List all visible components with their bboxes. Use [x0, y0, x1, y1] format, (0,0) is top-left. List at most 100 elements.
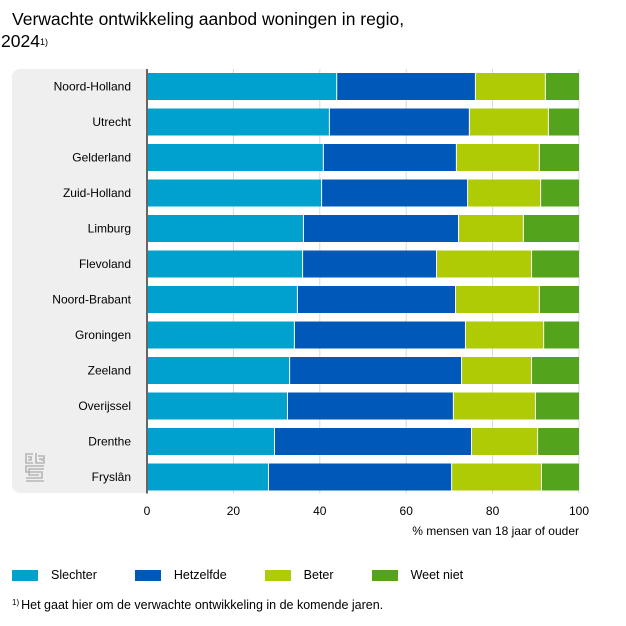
bar-segment-slechter[interactable]: [147, 250, 303, 278]
category-label: Flevoland: [79, 257, 131, 271]
bar-row: [147, 179, 579, 207]
bar-segment-slechter[interactable]: [147, 463, 268, 491]
bar-segment-weet-niet[interactable]: [532, 250, 579, 278]
bar-segment-hetzelfde[interactable]: [268, 463, 452, 491]
category-label: Gelderland: [72, 151, 131, 165]
bar-segment-hetzelfde[interactable]: [290, 357, 462, 384]
bar-segment-weet-niet[interactable]: [535, 392, 579, 420]
legend: Slechter Hetzelfde Beter Weet niet: [12, 568, 463, 582]
bar-segment-hetzelfde[interactable]: [294, 321, 465, 349]
bar-segment-slechter[interactable]: [147, 392, 287, 420]
bar-segment-hetzelfde[interactable]: [322, 179, 468, 207]
bars: [147, 73, 579, 491]
bar-segment-beter[interactable]: [437, 250, 532, 278]
bar-segment-weet-niet[interactable]: [541, 463, 579, 491]
legend-swatch-beter: [264, 569, 291, 581]
legend-swatch-weet-niet: [371, 569, 398, 581]
bar-segment-hetzelfde[interactable]: [275, 428, 471, 455]
legend-swatch-slechter: [12, 569, 38, 581]
bar-segment-weet-niet[interactable]: [539, 144, 579, 171]
category-label: Groningen: [75, 328, 131, 342]
legend-label: Slechter: [51, 568, 97, 582]
x-tick-label: 0: [144, 504, 151, 518]
bar-segment-beter[interactable]: [465, 321, 544, 349]
category-label: Limburg: [88, 222, 131, 236]
bar-segment-slechter[interactable]: [147, 428, 275, 455]
x-tick-label: 100: [569, 504, 589, 518]
legend-item-weet-niet[interactable]: Weet niet: [371, 568, 464, 582]
x-tick-label: 40: [313, 504, 327, 518]
bar-segment-slechter[interactable]: [147, 286, 297, 313]
bar-segment-hetzelfde[interactable]: [337, 73, 475, 100]
cbs-logo-icon: [25, 453, 45, 482]
bar-segment-weet-niet[interactable]: [544, 321, 579, 349]
x-axis-title: % mensen van 18 jaar of ouder: [412, 524, 579, 538]
bar-row: [147, 215, 579, 242]
footnote-text: Het gaat hier om de verwachte ontwikkeli…: [21, 598, 384, 612]
bar-row: [147, 392, 579, 420]
bar-segment-beter[interactable]: [452, 463, 541, 491]
bar-segment-beter[interactable]: [469, 108, 548, 136]
bar-segment-hetzelfde[interactable]: [297, 286, 456, 313]
bar-segment-weet-niet[interactable]: [539, 286, 579, 313]
bar-segment-beter[interactable]: [456, 144, 539, 171]
bar-row: [147, 286, 579, 313]
bar-row: [147, 463, 579, 491]
bar-segment-hetzelfde[interactable]: [303, 215, 459, 242]
legend-label: Hetzelfde: [173, 568, 227, 582]
bar-segment-weet-niet[interactable]: [548, 108, 579, 136]
bar-segment-beter[interactable]: [472, 428, 538, 455]
bar-segment-hetzelfde[interactable]: [287, 392, 453, 420]
legend-item-hetzelfde[interactable]: Hetzelfde: [134, 568, 227, 582]
bar-segment-beter[interactable]: [453, 392, 535, 420]
bar-segment-weet-niet[interactable]: [532, 357, 579, 384]
bar-row: [147, 250, 579, 278]
chart-title: Verwachte ontwikkeling aanbod woningen i…: [1, 8, 404, 52]
bar-segment-slechter[interactable]: [147, 321, 294, 349]
stacked-bar-chart: Noord-Holland Utrecht Gelderland Zuid-Holla…: [52, 69, 590, 538]
bar-segment-weet-niet[interactable]: [538, 428, 579, 455]
legend-label: Weet niet: [410, 568, 464, 582]
bar-segment-beter[interactable]: [459, 215, 523, 242]
legend-swatch-hetzelfde: [134, 569, 161, 581]
bar-segment-beter[interactable]: [456, 286, 539, 313]
legend-label: Beter: [303, 568, 334, 582]
gridlines: [232, 69, 580, 494]
category-label: Overijssel: [78, 399, 131, 413]
bar-row: [147, 144, 579, 171]
bar-segment-weet-niet[interactable]: [541, 179, 579, 207]
x-tick-label: 60: [400, 504, 414, 518]
footnote: 1) Het gaat hier om de verwachte ontwikke…: [12, 598, 383, 612]
bar-segment-beter[interactable]: [468, 179, 541, 207]
bar-segment-hetzelfde[interactable]: [329, 108, 469, 136]
bar-segment-slechter[interactable]: [147, 144, 323, 171]
x-tick-labels: 0 20 40 60 80 100: [144, 504, 590, 518]
bar-segment-weet-niet[interactable]: [545, 73, 579, 100]
category-label-panel: [12, 69, 148, 493]
x-tick-label: 80: [486, 504, 500, 518]
bar-segment-slechter[interactable]: [147, 215, 303, 242]
bar-segment-slechter[interactable]: [147, 73, 337, 100]
bar-segment-slechter[interactable]: [147, 357, 290, 384]
x-tick-label: 20: [227, 504, 241, 518]
bar-segment-slechter[interactable]: [147, 179, 322, 207]
legend-item-beter[interactable]: Beter: [264, 568, 334, 582]
bar-segment-hetzelfde[interactable]: [323, 144, 456, 171]
bar-segment-slechter[interactable]: [147, 108, 329, 136]
bar-row: [147, 73, 579, 100]
bar-segment-weet-niet[interactable]: [523, 215, 579, 242]
bar-row: [147, 321, 579, 349]
bar-row: [147, 428, 579, 455]
bar-row: [147, 108, 579, 136]
footnote-marker: 1): [39, 37, 48, 47]
category-label: Zeeland: [88, 364, 131, 378]
category-label: Zuid-Holland: [63, 186, 131, 200]
bar-segment-beter[interactable]: [462, 357, 532, 384]
bar-segment-beter[interactable]: [475, 73, 545, 100]
bar-segment-hetzelfde[interactable]: [303, 250, 437, 278]
category-label: Utrecht: [92, 115, 131, 129]
category-labels: Noord-Holland Utrecht Gelderland Zuid-Holla…: [52, 80, 131, 485]
category-label: Drenthe: [88, 435, 131, 449]
category-label: Fryslân: [92, 470, 131, 484]
legend-item-slechter[interactable]: Slechter: [12, 568, 97, 582]
